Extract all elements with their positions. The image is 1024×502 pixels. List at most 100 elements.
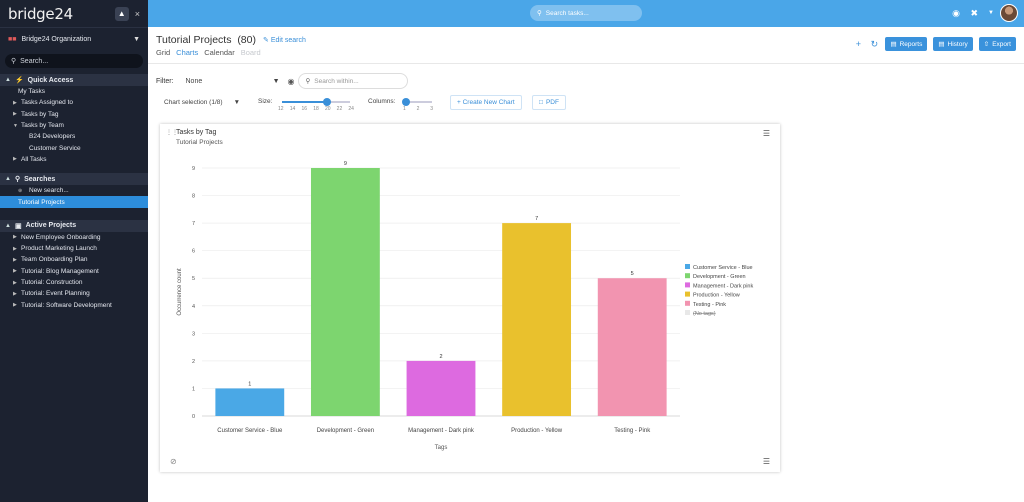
legend-entry: Production - Yellow <box>693 293 740 299</box>
project-item[interactable]: ▶ Tutorial: Software Development <box>13 301 112 309</box>
sidebar-item-tutorial-projects[interactable]: Tutorial Projects <box>0 196 148 208</box>
hide-icon[interactable]: ⊘ <box>170 457 177 466</box>
sidebar-item-customer-service[interactable]: Customer Service <box>29 144 81 152</box>
project-item[interactable]: ▶ Product Marketing Launch <box>13 245 97 253</box>
size-ticks: 12 14 16 18 20 22 24 <box>278 106 354 112</box>
x-axis-label: Tags <box>435 445 448 451</box>
data-label: 5 <box>631 271 634 277</box>
tab-grid[interactable]: Grid <box>156 48 171 57</box>
page-title: Tutorial Projects (80) <box>156 34 256 46</box>
app-logo: bridge24 <box>8 4 73 23</box>
sidebar: bridge24 ▲ × ■■ Bridge24 Organization ▼ … <box>0 0 148 502</box>
pencil-icon: ✎ <box>263 37 269 44</box>
export-icon: ⇧ <box>983 41 990 48</box>
caret-right-icon: ▶ <box>13 245 17 252</box>
columns-slider-handle[interactable] <box>402 98 410 106</box>
sidebar-item-my-tasks[interactable]: My Tasks <box>18 88 45 96</box>
size-label: Size: <box>258 98 273 105</box>
pdf-button[interactable]: □ PDF <box>532 95 566 110</box>
filter-row: Filter: None ▼ ◉ ⚲ Search within... <box>156 73 409 89</box>
notifications-off-icon[interactable]: ✖ <box>970 8 978 18</box>
help-icon[interactable]: ◉ <box>952 8 960 18</box>
create-chart-button[interactable]: + Create New Chart <box>450 95 522 110</box>
x-tick-label: Management - Dark pink <box>408 428 475 434</box>
project-item[interactable]: ▶ Tutorial: Blog Management <box>13 267 99 275</box>
y-tick-label: 0 <box>192 414 195 420</box>
chart-title: Tasks by Tag <box>176 129 217 136</box>
chart-selection-dropdown[interactable]: Chart selection (1/8) ▼ <box>164 98 240 106</box>
sidebar-item-tasks-by-tag[interactable]: ▶ Tasks by Tag <box>13 110 59 118</box>
global-search-input[interactable]: ⚲ Search tasks... <box>530 5 642 21</box>
chevron-down-icon[interactable]: ▼ <box>988 10 994 16</box>
org-icon: ■■ <box>8 36 17 43</box>
export-button[interactable]: ⇧ Export <box>978 37 1016 51</box>
chevron-down-icon: ▼ <box>233 98 240 106</box>
tab-calendar[interactable]: Calendar <box>204 48 235 57</box>
section-searches[interactable]: ▲ ⚲ Searches <box>0 173 148 186</box>
legend-swatch <box>685 291 690 297</box>
size-tick-label: 22 <box>336 106 343 112</box>
column-tick-label: 1 <box>403 106 406 112</box>
close-icon[interactable]: × <box>134 8 140 19</box>
avatar[interactable] <box>1000 4 1018 22</box>
tab-charts[interactable]: Charts <box>176 48 199 57</box>
search-within-input[interactable]: ⚲ Search within... <box>298 73 409 89</box>
column-tick-label: 2 <box>416 106 420 112</box>
history-button[interactable]: ▤ History <box>933 37 973 51</box>
caret-down-icon: ▼ <box>13 122 18 129</box>
tab-board[interactable]: Board <box>240 48 261 57</box>
search-icon: ⚲ <box>537 10 542 17</box>
edit-search-link[interactable]: ✎ Edit search <box>263 37 306 44</box>
project-item[interactable]: ▶ Team Onboarding Plan <box>13 256 88 264</box>
list-icon[interactable]: ☰ <box>762 457 770 466</box>
bar-chart: 0 1 2 3 4 5 6 7 8 9 Occurrence count 1 Customer Serv… <box>177 161 753 451</box>
sidebar-item-all-tasks[interactable]: ▶ All Tasks <box>13 155 47 163</box>
header-actions: + ↻ ▤ Reports ▤ History ⇧ Export <box>853 37 1016 51</box>
project-item[interactable]: ▶ New Employee Onboarding <box>13 233 101 241</box>
legend-entry: Customer Service - Blue <box>693 265 753 271</box>
chevron-down-icon: ▼ <box>133 36 140 43</box>
bar <box>502 223 572 416</box>
caret-right-icon: ▶ <box>13 279 17 286</box>
bar <box>406 360 476 416</box>
section-quick-access[interactable]: ▲ ⚡ Quick Access <box>0 74 148 86</box>
columns-ticks: 1 2 3 <box>403 106 433 112</box>
pin-icon[interactable]: ▲ <box>114 6 129 21</box>
org-selector[interactable]: ■■ Bridge24 Organization ▼ <box>0 27 148 51</box>
sidebar-item-tasks-by-team[interactable]: ▼ Tasks by Team <box>13 122 64 130</box>
target-icon[interactable]: ◉ <box>287 76 295 86</box>
filter-select[interactable]: None ▼ <box>185 77 280 85</box>
bar <box>310 168 380 416</box>
sidebar-search-input[interactable]: ⚲ Search... <box>5 54 143 68</box>
caret-right-icon: ▶ <box>13 256 17 263</box>
reports-button[interactable]: ▤ Reports <box>885 37 928 51</box>
size-tick-label: 12 <box>278 106 284 112</box>
sidebar-item-new-search[interactable]: ⊕ New search... <box>18 187 69 195</box>
legend-entry: (No tags) <box>693 311 716 317</box>
chart-controls: Chart selection (1/8) ▼ Size: 12 14 16 18 20… <box>156 95 756 117</box>
caret-right-icon: ▶ <box>13 111 17 118</box>
size-tick-label: 16 <box>301 106 308 112</box>
sidebar-item-b24-developers[interactable]: B24 Developers <box>29 133 76 141</box>
menu-icon[interactable]: ☰ <box>762 129 770 138</box>
plus-icon[interactable]: + <box>855 39 862 49</box>
chart-card: ⋮⋮ Tasks by Tag Tutorial Projects ☰ 0 1 2 3… <box>160 124 780 472</box>
caret-right-icon: ▶ <box>13 99 17 106</box>
project-item[interactable]: ▶ Tutorial: Event Planning <box>13 290 90 298</box>
size-slider[interactable] <box>282 98 350 106</box>
section-title: Active Projects <box>25 222 77 230</box>
columns-slider[interactable] <box>402 98 432 106</box>
size-slider-handle[interactable] <box>323 98 332 106</box>
sidebar-item-tasks-assigned[interactable]: ▶ Tasks Assigned to <box>13 99 74 107</box>
section-title: Quick Access <box>27 76 74 84</box>
section-active-projects[interactable]: ▲ ▣ Active Projects <box>0 219 148 232</box>
y-tick-label: 2 <box>192 359 195 365</box>
global-search-placeholder: Search tasks... <box>545 9 589 17</box>
folder-icon: ▣ <box>14 222 22 230</box>
task-count: (80) <box>237 34 256 46</box>
refresh-icon[interactable]: ↻ <box>870 38 879 49</box>
y-tick-label: 7 <box>192 221 195 227</box>
size-tick-label: 14 <box>289 106 296 112</box>
project-item[interactable]: ▶ Tutorial: Construction <box>13 279 83 286</box>
drag-handle-icon[interactable]: ⋮⋮ <box>166 130 178 136</box>
